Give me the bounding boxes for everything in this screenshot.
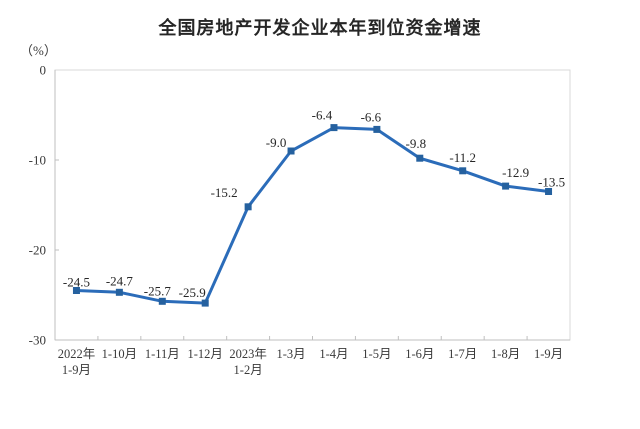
- x-axis-category-label: 1-11月: [145, 347, 180, 361]
- y-axis-tick-label: 0: [40, 63, 47, 78]
- data-point-marker: [201, 299, 209, 307]
- x-axis-category-label: 1-9月: [62, 363, 91, 377]
- x-axis-category-label: 1-3月: [276, 347, 305, 361]
- x-axis-category-label: 1-9月: [534, 347, 563, 361]
- data-point-marker: [244, 203, 252, 211]
- x-axis-category-label: 1-4月: [319, 347, 348, 361]
- data-line: [76, 126, 549, 305]
- data-point-marker: [330, 124, 338, 132]
- x-axis-category-label: 2023年: [229, 347, 267, 361]
- x-axis-category-label: 1-12月: [187, 347, 222, 361]
- data-point-marker: [416, 154, 424, 162]
- x-axis-category-label: 1-10月: [102, 347, 137, 361]
- data-point-label: -11.2: [449, 150, 476, 165]
- data-point-label: -9.0: [266, 135, 287, 150]
- data-point-label: -6.6: [361, 109, 382, 124]
- y-axis-unit-label: （%）: [20, 43, 57, 58]
- x-axis-category-label: 1-8月: [491, 347, 520, 361]
- x-axis-category-label: 1-7月: [448, 347, 477, 361]
- x-axis-category-label: 1-5月: [362, 347, 391, 361]
- data-point-marker: [158, 297, 166, 305]
- data-point-label: -24.5: [63, 275, 90, 290]
- chart-title: 全国房地产开发企业本年到位资金增速: [158, 18, 482, 38]
- data-point-label: -25.7: [144, 283, 172, 298]
- y-axis-tick-label: -10: [29, 153, 46, 168]
- data-point-label: -9.8: [405, 136, 426, 151]
- x-axis-category-label: 1-2月: [234, 363, 263, 377]
- x-axis-category-label: 1-6月: [405, 347, 434, 361]
- data-point-label: -25.9: [179, 285, 206, 300]
- data-point-label: -12.9: [502, 165, 529, 180]
- x-axis-category-label: 2022年: [58, 347, 96, 361]
- y-axis-tick-label: -30: [29, 333, 46, 348]
- data-point-marker: [545, 188, 553, 195]
- data-point-marker: [72, 287, 80, 294]
- data-point-label: -24.7: [106, 273, 134, 288]
- data-point-marker: [287, 147, 295, 155]
- data-point-marker: [502, 182, 510, 190]
- data-point-marker: [459, 167, 467, 175]
- data-point-marker: [115, 288, 123, 296]
- data-point-label: -6.4: [312, 108, 333, 123]
- y-axis-tick-label: -20: [29, 243, 46, 258]
- data-point-label: -13.5: [538, 175, 565, 190]
- data-point-marker: [373, 125, 381, 133]
- data-point-label: -15.2: [211, 185, 238, 200]
